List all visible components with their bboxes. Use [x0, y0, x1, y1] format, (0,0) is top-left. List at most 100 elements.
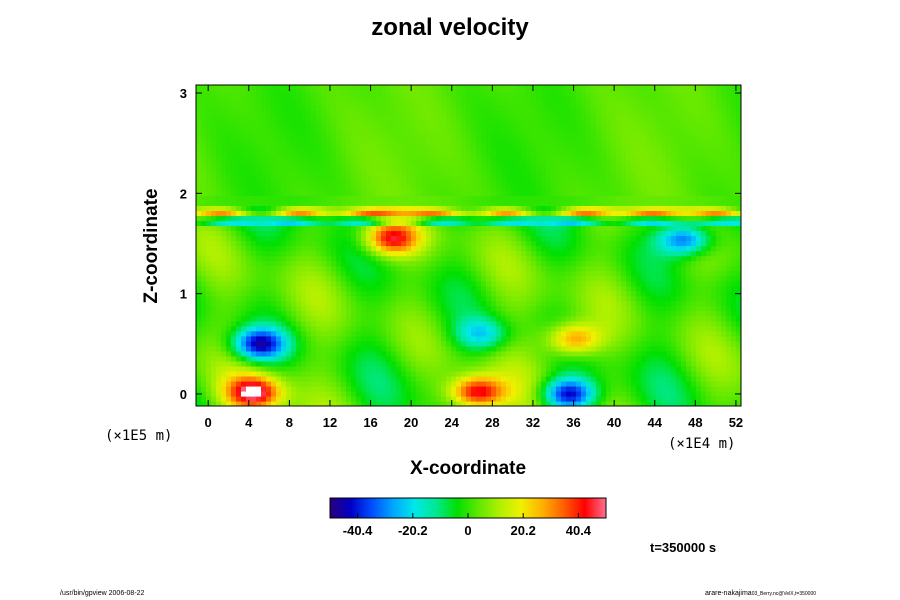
heatmap-cell [676, 350, 682, 357]
heatmap-cell [571, 220, 577, 227]
heatmap-cell [561, 250, 567, 257]
heatmap-cell [631, 215, 637, 222]
heatmap-cell [641, 240, 647, 247]
heatmap-cell [566, 175, 572, 181]
heatmap-cell [501, 210, 507, 217]
heatmap-cell [361, 350, 367, 357]
heatmap-cell [426, 370, 432, 377]
heatmap-cell [246, 275, 252, 282]
heatmap-cell [431, 345, 437, 352]
heatmap-cell [476, 190, 482, 196]
heatmap-cell [731, 180, 737, 186]
heatmap-cell [566, 255, 572, 262]
heatmap-cell [316, 260, 322, 267]
heatmap-cell [251, 210, 257, 217]
heatmap-cell [626, 355, 632, 362]
heatmap-cell [371, 340, 377, 347]
heatmap-cell [196, 230, 202, 237]
heatmap-cell [581, 335, 587, 342]
heatmap-cell [251, 250, 257, 257]
heatmap-cell [381, 255, 387, 262]
heatmap-cell [611, 210, 617, 217]
heatmap-cell [546, 215, 552, 222]
heatmap-cell [561, 290, 567, 297]
heatmap-cell [736, 230, 741, 237]
heatmap-cell [526, 275, 532, 282]
heatmap-cell [416, 325, 422, 332]
heatmap-cell [216, 325, 222, 332]
heatmap-cell [286, 335, 292, 342]
heatmap-cell [461, 375, 467, 382]
heatmap-cell [421, 195, 427, 201]
heatmap-cell [641, 295, 647, 302]
heatmap-cell [546, 185, 552, 191]
heatmap-cell [231, 340, 237, 347]
heatmap-cell [461, 310, 467, 317]
heatmap-cell [496, 375, 502, 382]
heatmap-cell [391, 390, 397, 397]
heatmap-cell [671, 360, 677, 367]
heatmap-cell [366, 285, 372, 292]
heatmap-cell [686, 250, 692, 257]
heatmap-cell [726, 200, 732, 206]
heatmap-cell [721, 220, 727, 227]
heatmap-cell [666, 325, 672, 332]
heatmap-cell [256, 320, 262, 327]
heatmap-cell [376, 300, 382, 307]
heatmap-cell [216, 385, 222, 392]
heatmap-cell [566, 215, 572, 222]
heatmap-cell [451, 375, 457, 382]
heatmap-cell [291, 235, 297, 242]
heatmap-cell [376, 355, 382, 362]
heatmap-cell [566, 400, 572, 406]
heatmap-cell [491, 225, 497, 232]
heatmap-cell [686, 180, 692, 186]
heatmap-cell [541, 310, 547, 317]
heatmap-cell [336, 330, 342, 337]
heatmap-cell [601, 230, 607, 237]
heatmap-cell [691, 360, 697, 367]
heatmap-cell [396, 265, 402, 272]
heatmap-cell [321, 375, 327, 382]
heatmap-cell [281, 390, 287, 397]
heatmap-cell [421, 250, 427, 257]
heatmap-cell [391, 330, 397, 337]
heatmap-cell [676, 335, 682, 342]
heatmap-cell [586, 215, 592, 222]
heatmap-cell [331, 305, 337, 312]
heatmap-cell [391, 175, 397, 181]
heatmap-cell [571, 390, 577, 397]
heatmap-cell [696, 235, 702, 242]
heatmap-cell [581, 285, 587, 292]
heatmap-cell [306, 230, 312, 237]
heatmap-cell [386, 375, 392, 382]
heatmap-cell [736, 180, 741, 186]
heatmap-cell [221, 275, 227, 282]
heatmap-cell [651, 250, 657, 257]
heatmap-cell [196, 380, 202, 387]
heatmap-cell [561, 345, 567, 352]
heatmap-cell [691, 315, 697, 322]
heatmap-cell [566, 310, 572, 317]
heatmap-cell [431, 270, 437, 277]
heatmap-cell [406, 190, 412, 196]
heatmap-cell [311, 340, 317, 347]
heatmap-cell [241, 385, 247, 392]
heatmap-cell [456, 340, 462, 347]
heatmap-cell [416, 205, 422, 211]
heatmap-cell [371, 325, 377, 332]
heatmap-cell [701, 335, 707, 342]
heatmap-cell [331, 265, 337, 272]
heatmap-cell [601, 380, 607, 387]
heatmap-cell [316, 280, 322, 287]
heatmap-cell [686, 320, 692, 327]
heatmap-cell [616, 310, 622, 317]
heatmap-cell [211, 375, 217, 382]
heatmap-cell [336, 240, 342, 247]
heatmap-cell [596, 275, 602, 282]
heatmap-cell [636, 285, 642, 292]
heatmap-cell [446, 230, 452, 237]
heatmap-cell [236, 270, 242, 277]
heatmap-cell [316, 340, 322, 347]
heatmap-cell [561, 305, 567, 312]
